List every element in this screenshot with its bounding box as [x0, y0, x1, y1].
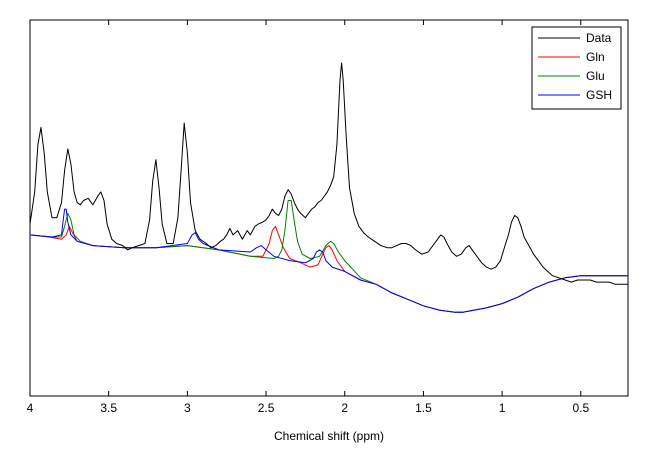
x-tick-label: 3: [184, 401, 191, 415]
x-axis-ticks: 4 3.5 3 2.5 2 1.5 1 0.5: [27, 20, 589, 415]
x-tick-label: 2: [341, 401, 348, 415]
x-axis-title: Chemical shift (ppm): [274, 429, 384, 443]
series-layer: [29, 62, 628, 313]
x-tick-label: 1: [499, 401, 506, 415]
series-line-gsh: [29, 208, 628, 313]
x-tick-label: 2.5: [258, 401, 275, 415]
legend: Data Gln Glu GSH: [531, 26, 622, 110]
legend-label-data: Data: [586, 31, 612, 45]
x-tick-label: 0.5: [572, 401, 589, 415]
plot-area: [29, 19, 629, 397]
legend-label-gsh: GSH: [586, 88, 612, 102]
series-line-data: [29, 62, 628, 285]
legend-label-gln: Gln: [586, 50, 605, 64]
legend-label-glu: Glu: [586, 69, 605, 83]
x-tick-label: 1.5: [415, 401, 432, 415]
x-tick-label: 4: [27, 401, 34, 415]
legend-items: Data Gln Glu GSH: [538, 31, 612, 102]
x-tick-label: 3.5: [100, 401, 117, 415]
